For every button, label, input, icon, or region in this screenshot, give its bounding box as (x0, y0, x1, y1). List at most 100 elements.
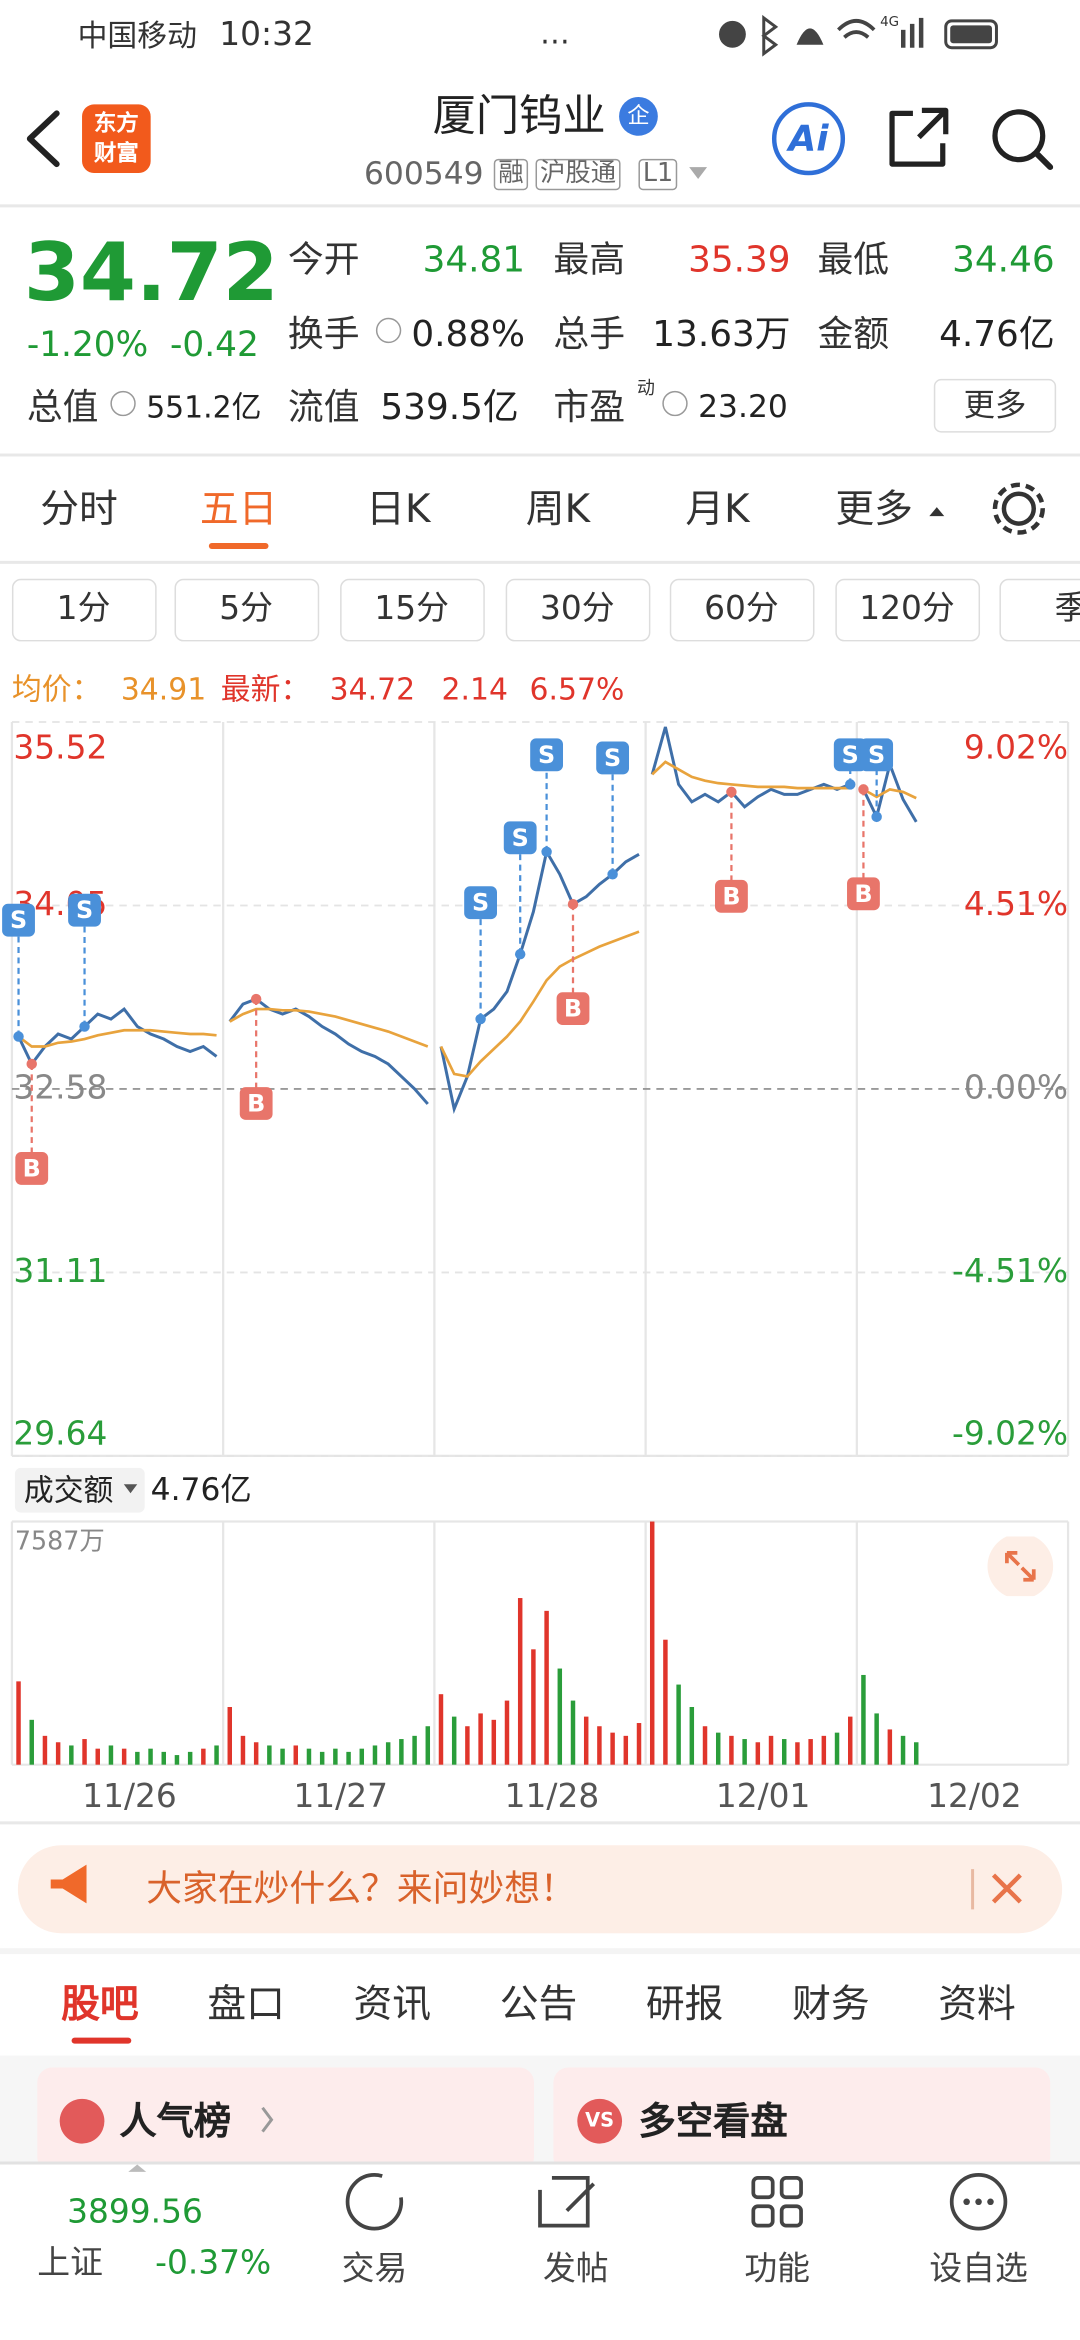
volume-bar (372, 1745, 378, 1765)
stat-value: 4.76亿 (939, 313, 1055, 356)
period-tab[interactable]: 更多 (835, 487, 913, 533)
close-icon[interactable] (991, 1873, 1022, 1904)
interval-button[interactable] (505, 578, 651, 642)
volume-label[interactable]: 成交额 (23, 1472, 114, 1509)
volume-bar (504, 1700, 510, 1765)
more-label[interactable]: 更多 (963, 387, 1027, 423)
period-tab[interactable]: 周K (525, 487, 591, 533)
volume-bar (517, 1598, 523, 1765)
interval-button[interactable] (340, 578, 485, 642)
volume-tick-label: 7587万 (15, 1525, 105, 1555)
volume-bar (478, 1713, 483, 1765)
share-icon[interactable] (889, 107, 949, 167)
banner-text[interactable]: 大家在炒什么？来问妙想！ (146, 1867, 576, 1910)
tab-underline (208, 542, 269, 549)
volume-selector[interactable] (14, 1467, 145, 1513)
card[interactable] (553, 2067, 1051, 2172)
average-line (439, 930, 640, 1078)
index-name[interactable]: 上证 (37, 2245, 103, 2283)
action-label[interactable]: 功能 (744, 2250, 811, 2289)
post-icon[interactable] (538, 2176, 596, 2228)
section-tab[interactable]: 股吧 (61, 1982, 139, 2028)
section-tab[interactable]: 资料 (938, 1982, 1016, 2028)
info-icon (375, 317, 402, 344)
action-label[interactable]: 交易 (341, 2250, 408, 2289)
volume-bar (346, 1751, 351, 1765)
volume-bar (702, 1726, 708, 1765)
dropdown-icon[interactable] (689, 167, 708, 180)
period-tab[interactable]: 月K (685, 487, 750, 533)
settings-icon[interactable] (1001, 491, 1036, 526)
section-tab[interactable]: 盘口 (207, 1982, 285, 2028)
info-icon (110, 390, 136, 417)
volume-bar (135, 1751, 140, 1765)
logo-text[interactable]: 财富 (93, 139, 139, 167)
section-tab[interactable]: 财务 (792, 1982, 870, 2028)
section-tab[interactable]: 研报 (645, 1982, 724, 2028)
signal-label: S (10, 906, 27, 934)
vs-icon (577, 2098, 623, 2144)
back-icon[interactable] (26, 110, 60, 168)
signal-point (26, 1058, 37, 1070)
index-value[interactable]: 3899.56 (67, 2194, 203, 2232)
banner[interactable] (17, 1845, 1063, 1934)
volume-bar (148, 1748, 153, 1765)
ai-icon[interactable] (771, 102, 846, 176)
section-tab[interactable]: 公告 (499, 1982, 578, 2028)
function-icon[interactable] (751, 2176, 775, 2200)
more-arrow (929, 507, 945, 517)
watch-icon[interactable] (949, 2173, 1008, 2231)
index-change[interactable]: -0.37% (155, 2245, 272, 2283)
interval-button[interactable] (999, 578, 1080, 642)
interval-button[interactable] (11, 578, 157, 642)
signal-badge (833, 738, 867, 772)
interval-label[interactable]: 60分 (704, 590, 779, 629)
battery-icon (944, 19, 998, 50)
stat-label: 总手 (553, 313, 626, 356)
stat-value: 0.88% (411, 313, 526, 356)
interval-button[interactable] (835, 578, 981, 642)
ai-label[interactable]: Ai (788, 117, 829, 160)
search-icon[interactable] (992, 109, 1046, 163)
interval-label[interactable]: 15分 (374, 590, 450, 629)
lower-icons (0, 1821, 1080, 2340)
interval-label[interactable]: 季 (1055, 593, 1080, 627)
volume-bar (583, 1716, 589, 1765)
interval-button[interactable] (669, 578, 815, 642)
volume-bar (359, 1748, 365, 1765)
card-title[interactable]: 多空看盘 (638, 2099, 788, 2143)
interval-button[interactable] (174, 578, 320, 642)
logo-bg[interactable] (82, 104, 151, 174)
trade-icon[interactable] (345, 2173, 404, 2231)
period-tab[interactable]: 五日 (199, 487, 278, 533)
period-tab[interactable]: 分时 (40, 487, 118, 533)
more-button[interactable] (933, 378, 1057, 433)
signal-label: B (854, 880, 872, 908)
header-icons (0, 14, 1080, 208)
stat-value: 34.81 (422, 238, 526, 281)
signal-icon (909, 23, 915, 48)
interval-label[interactable]: 5分 (219, 590, 273, 629)
signal-badge (15, 1151, 49, 1185)
card-icon: VS (585, 2110, 615, 2133)
volume-bar (412, 1735, 417, 1765)
interval-label[interactable]: 1分 (56, 590, 111, 629)
section-tab[interactable]: 资讯 (353, 1982, 432, 2028)
action-label[interactable]: 设自选 (929, 2250, 1028, 2289)
watch-icon (975, 2198, 982, 2206)
logo-text[interactable]: 东方 (93, 109, 139, 137)
card[interactable] (37, 2067, 535, 2172)
interval-label[interactable]: 30分 (539, 590, 615, 629)
action-label[interactable]: 发帖 (542, 2250, 609, 2289)
card-title[interactable]: 人气榜 (119, 2099, 232, 2143)
period-tab[interactable]: 日K (366, 487, 431, 533)
stat-value: 34.46 (952, 238, 1055, 281)
megaphone-icon (50, 1864, 87, 1904)
interval-label[interactable]: 120分 (859, 590, 955, 629)
volume-bar (821, 1735, 827, 1765)
volume-bar (399, 1739, 404, 1765)
volume-header-icons (14, 1467, 145, 1513)
wifi-icon (837, 19, 876, 39)
volume-bar (95, 1748, 100, 1765)
expand-button[interactable] (987, 1536, 1054, 1597)
